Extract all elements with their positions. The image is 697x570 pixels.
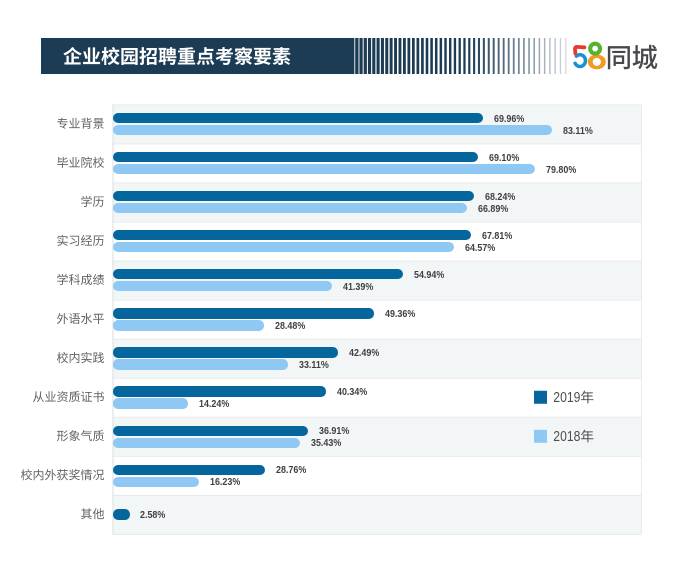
svg-text:2018: 2018: [553, 428, 580, 444]
svg-text:2019: 2019: [553, 389, 580, 405]
